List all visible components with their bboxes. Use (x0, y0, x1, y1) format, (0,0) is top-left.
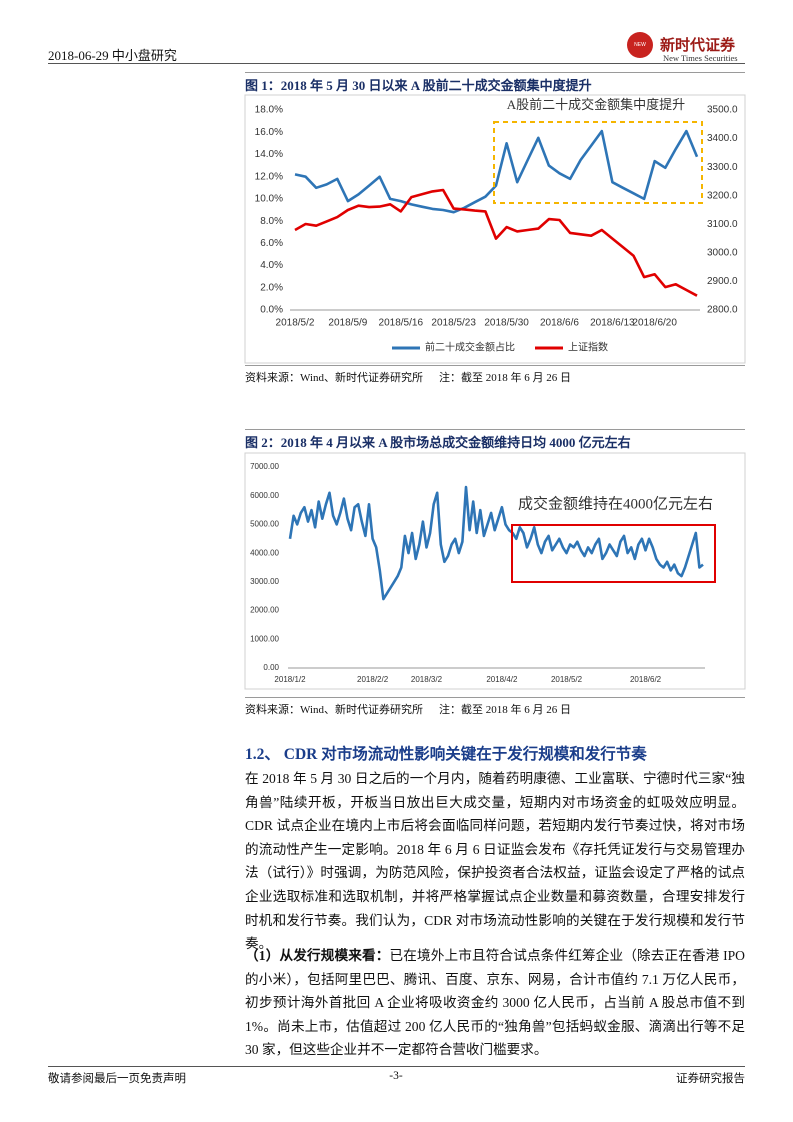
y-tick-label: 10.0% (255, 194, 283, 205)
point-lead: （1）从发行规模来看： (245, 948, 390, 963)
y-tick-label: 16.0% (255, 127, 283, 138)
note: 注：截至 2018 年 6 月 26 日 (439, 704, 571, 716)
y2-tick-label: 3000.0 (707, 247, 738, 258)
y-tick-label: 12.0% (255, 171, 283, 182)
paragraph: 在 2018 年 5 月 30 日之后的一个月内，随着药明康德、工业富联、宁德时… (245, 771, 745, 952)
x-tick-label: 2018/6/6 (540, 318, 579, 329)
paragraph: （1）从发行规模来看：已在境外上市且符合试点条件红筹企业（除去正在香港 IPO … (245, 944, 745, 1062)
data-line (288, 485, 704, 601)
figure-source: 资料来源：Wind、新时代证券研究所 注：截至 2018 年 6 月 26 日 (245, 369, 571, 385)
y-tick-label: 8.0% (260, 216, 283, 227)
y2-tick-label: 3500.0 (707, 105, 738, 116)
figure-source: 资料来源：Wind、新时代证券研究所 注：截至 2018 年 6 月 26 日 (245, 701, 571, 717)
y2-tick-label: 3300.0 (707, 162, 738, 173)
y-tick-label: 18.0% (255, 105, 283, 116)
y-tick-label: 4000.00 (250, 548, 279, 557)
figure-caption: 图 1：2018 年 5 月 30 日以来 A 股前二十成交金额集中度提升 (245, 78, 592, 93)
x-tick-label: 2018/5/2 (276, 318, 315, 329)
caption-rule (245, 72, 745, 73)
y-tick-label: 2000.00 (250, 606, 279, 615)
y-tick-label: 5000.00 (250, 520, 279, 529)
x-tick-label: 2018/5/30 (484, 318, 529, 329)
footer-page: -3- (389, 1070, 403, 1082)
x-tick-label: 2018/6/2 (630, 675, 662, 684)
section-heading: 1.2、 CDR 对市场流动性影响关键在于发行规模和发行节奏 (245, 746, 647, 763)
y-tick-label: 7000.00 (250, 462, 279, 471)
y2-tick-label: 2900.0 (707, 276, 738, 287)
y-tick-label: 1000.00 (250, 634, 279, 643)
x-tick-label: 2018/1/2 (274, 675, 306, 684)
data-line (294, 188, 698, 297)
x-tick-label: 2018/6/13 (590, 318, 635, 329)
caption-rule (245, 429, 745, 430)
footer-left: 敬请参阅最后一页免责声明 (48, 1073, 186, 1085)
logo-mark: NEW TIMES (627, 32, 653, 58)
x-tick-label: 2018/5/16 (379, 318, 424, 329)
y-tick-label: 2.0% (260, 282, 283, 293)
y-tick-label: 3000.00 (250, 577, 279, 586)
y2-tick-label: 3400.0 (707, 133, 738, 144)
y-tick-label: 4.0% (260, 260, 283, 271)
source: 资料来源：Wind、新时代证券研究所 (245, 372, 423, 384)
x-tick-label: 2018/3/2 (411, 675, 443, 684)
x-tick-label: 2018/2/2 (357, 675, 389, 684)
y-tick-label: 6000.00 (250, 491, 279, 500)
brand: 新时代证券 (660, 38, 736, 54)
footer-rule (48, 1066, 745, 1067)
annotation: A股前二十成交金额集中度提升 (507, 97, 685, 112)
chart-frame (244, 94, 746, 364)
figure-caption: 图 2：2018 年 4 月以来 A 股市场总成交金额维持日均 4000 亿元左… (245, 435, 631, 450)
y2-tick-label: 2800.0 (707, 305, 738, 316)
y-tick-label: 14.0% (255, 149, 283, 160)
header-rule (48, 63, 745, 64)
legend-label: 上证指数 (568, 341, 608, 354)
legend-label: 前二十成交金额占比 (425, 341, 515, 354)
y-tick-label: 6.0% (260, 238, 283, 249)
highlight-box (493, 121, 703, 204)
x-tick-label: 2018/5/23 (431, 318, 476, 329)
x-tick-label: 2018/5/2 (551, 675, 583, 684)
header-date-topic: 2018-06-29 中小盘研究 (48, 48, 177, 63)
y-tick-label: 0.0% (260, 305, 283, 316)
point-text: 已在境外上市且符合试点条件红筹企业（除去正在香港 IPO 的小米），包括阿里巴巴… (245, 948, 745, 1058)
source-rule (245, 697, 745, 698)
source-rule (245, 365, 745, 366)
data-line (294, 129, 699, 214)
y-tick-label: 0.00 (263, 663, 279, 672)
y2-tick-label: 3100.0 (707, 219, 738, 230)
x-tick-label: 2018/5/9 (328, 318, 367, 329)
footer-right: 证券研究报告 (676, 1073, 745, 1085)
chart-frame (244, 452, 746, 690)
y2-tick-label: 3200.0 (707, 190, 738, 201)
x-tick-label: 2018/6/20 (632, 318, 677, 329)
source: 资料来源：Wind、新时代证券研究所 (245, 704, 423, 716)
annotation: 成交金额维持在4000亿元左右 (518, 494, 713, 512)
note: 注：截至 2018 年 6 月 26 日 (439, 372, 571, 384)
brand-en: New Times Securities (663, 53, 738, 63)
x-tick-label: 2018/4/2 (486, 675, 518, 684)
highlight-box (511, 524, 716, 583)
